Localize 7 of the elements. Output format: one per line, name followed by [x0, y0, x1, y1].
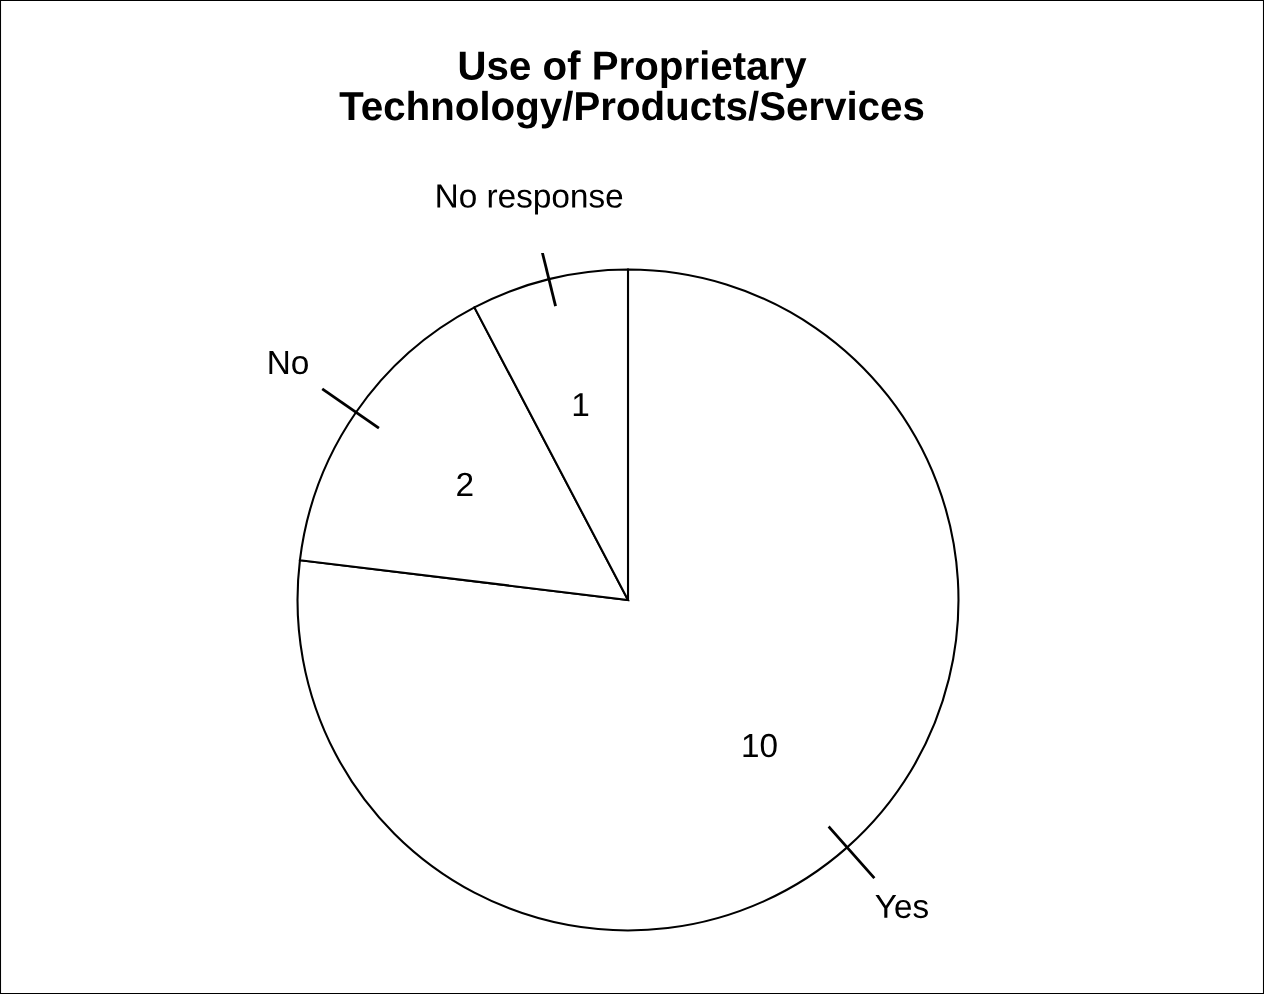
data-label: 2 [457, 472, 473, 496]
data-label: 1 [573, 393, 589, 417]
slice-label: Yes [875, 894, 928, 919]
slice-label: No [269, 351, 308, 375]
chart-title: Use of Proprietary Technology/Products/Services [339, 50, 924, 129]
slice-label: No response [437, 184, 623, 215]
data-label: 10 [743, 733, 777, 758]
